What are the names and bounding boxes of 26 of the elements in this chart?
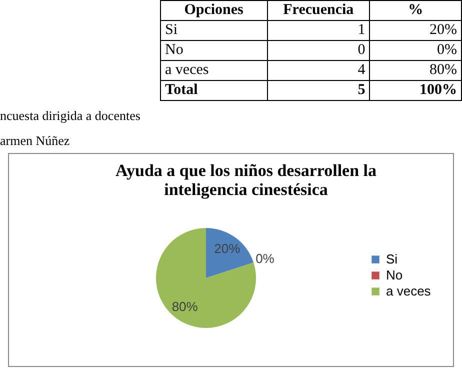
legend-label: a veces: [386, 284, 432, 298]
pie-slice: [206, 228, 254, 278]
text: a veces: [160, 60, 268, 80]
pie-slice: [156, 228, 256, 328]
text: 0%: [256, 250, 274, 266]
text: ncuesta dirigida a docentes: [0, 108, 140, 124]
text: armen Núñez: [0, 133, 70, 149]
text: 0: [267, 40, 370, 60]
text: 1: [267, 20, 370, 40]
data-label: 80%: [172, 299, 198, 314]
text: Total: [160, 80, 268, 100]
text: 80%: [370, 60, 462, 80]
text: 5: [267, 80, 370, 100]
data-label: 20%: [214, 240, 241, 256]
text: 20%: [370, 20, 462, 40]
text: Frecuencia: [267, 0, 370, 20]
text: Opciones: [160, 0, 268, 20]
text: 100%: [370, 80, 462, 100]
chart-title: Ayuda a que los niños desarrollen la inteligencia cinestésica: [115, 161, 378, 199]
legend-label: No: [386, 268, 403, 282]
text: 0%: [370, 40, 462, 60]
text: 4: [267, 60, 370, 80]
text: No: [160, 40, 268, 60]
text: Si: [160, 20, 268, 40]
legend-label: Si: [386, 252, 398, 266]
text: %: [370, 0, 462, 20]
